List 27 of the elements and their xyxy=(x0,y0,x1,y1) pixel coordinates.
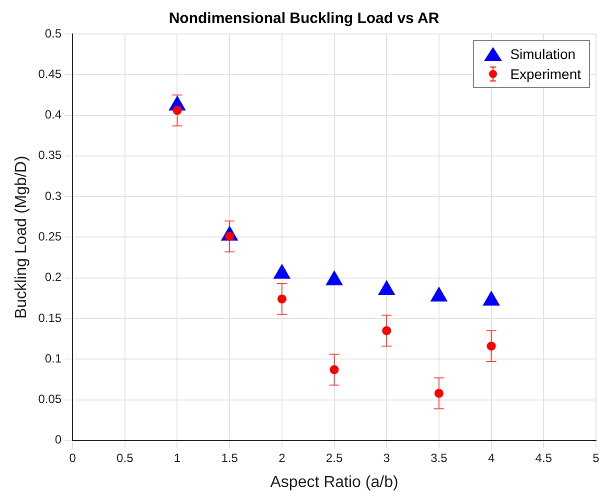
chart-title: Nondimensional Buckling Load vs AR xyxy=(168,10,440,28)
x-tick-label: 3 xyxy=(383,450,390,465)
y-tick-label: 0.1 xyxy=(44,351,62,366)
x-axis-title: Aspect Ratio (a/b) xyxy=(270,474,398,491)
x-tick-label: 4.5 xyxy=(535,450,552,465)
x-tick-label: 2 xyxy=(278,450,286,465)
x-tick-label: 1.5 xyxy=(221,450,238,465)
x-tick-label: 0.5 xyxy=(116,450,134,465)
legend-label: Simulation xyxy=(510,45,576,64)
x-tick-label: 5 xyxy=(592,450,600,465)
y-axis-title: Buckling Load (Mgb/D) xyxy=(13,156,30,319)
x-tick-label: 3.5 xyxy=(430,450,448,465)
y-tick-label: 0.5 xyxy=(44,26,62,40)
y-tick-label: 0.3 xyxy=(44,188,62,203)
x-tick-label: 1 xyxy=(174,450,181,465)
y-tick-label: 0.35 xyxy=(38,148,62,162)
y-tick-label: 0.25 xyxy=(38,230,62,244)
y-tick-label: 0.4 xyxy=(44,108,62,122)
y-tick-label: 0.2 xyxy=(44,270,62,284)
x-tick-label: 2.5 xyxy=(326,450,343,465)
y-tick-label: 0.05 xyxy=(38,392,62,406)
legend-label: Experiment xyxy=(510,65,581,84)
x-tick-label: 4 xyxy=(488,450,495,465)
y-tick-label: 0 xyxy=(54,432,62,447)
y-tick-label: 0.45 xyxy=(38,66,62,81)
x-tick-label: 0 xyxy=(69,450,76,465)
y-tick-label: 0.15 xyxy=(38,310,62,325)
